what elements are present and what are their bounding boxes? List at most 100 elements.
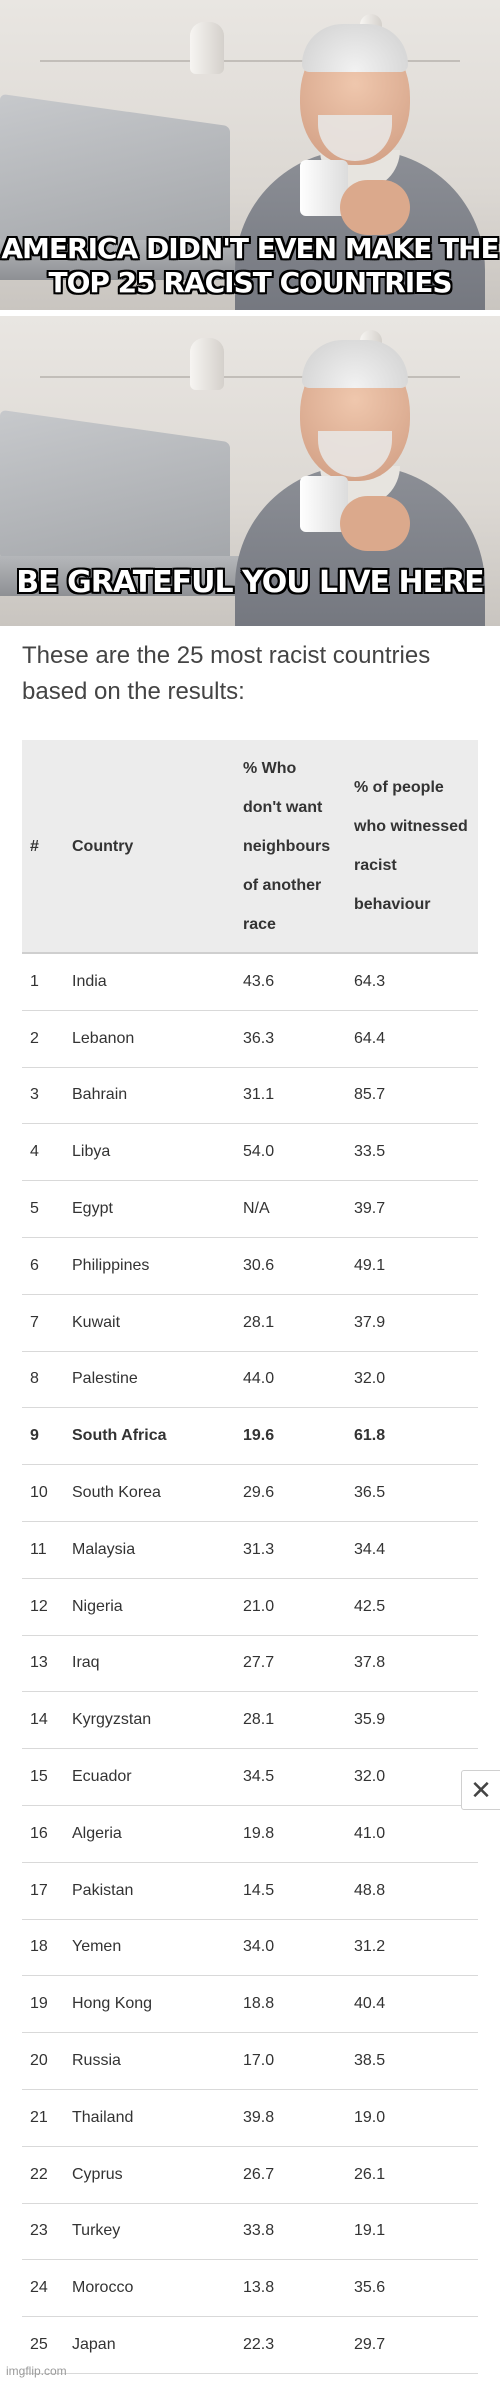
cell-neighbours: 28.1 (235, 1294, 346, 1352)
cell-witnessed: 19.1 (346, 2203, 478, 2261)
table-row: 17 Pakistan 14.5 48.8 (22, 1862, 478, 1920)
cell-country: Kuwait (64, 1294, 235, 1352)
cell-neighbours: 33.8 (235, 2203, 346, 2261)
article-intro: These are the 25 most racist countries b… (22, 642, 431, 705)
cell-rank: 2 (22, 1010, 64, 1068)
cell-rank: 10 (22, 1464, 64, 1522)
cell-witnessed: 64.4 (346, 1010, 478, 1068)
cell-rank: 18 (22, 1919, 64, 1977)
cell-rank: 8 (22, 1351, 64, 1409)
cell-country: Philippines (64, 1237, 235, 1295)
table-row: 7 Kuwait 28.1 37.9 (22, 1294, 478, 1352)
cell-rank: 25 (22, 2316, 64, 2374)
vase-image (190, 338, 224, 390)
cell-rank: 19 (22, 1975, 64, 2034)
table-row: 25 Japan 22.3 29.7 (22, 2316, 478, 2374)
table-row: 9 South Africa 19.6 61.8 (22, 1407, 478, 1466)
cell-rank: 13 (22, 1635, 64, 1693)
cell-witnessed: 85.7 (346, 1067, 478, 1125)
cell-witnessed: 29.7 (346, 2316, 478, 2374)
table-row: 21 Thailand 39.8 19.0 (22, 2089, 478, 2147)
cell-rank: 1 (22, 953, 64, 1011)
cell-neighbours: 18.8 (235, 1975, 346, 2034)
cell-witnessed: 64.3 (346, 953, 478, 1011)
table-row: 2 Lebanon 36.3 64.4 (22, 1010, 478, 1068)
cell-country: Morocco (64, 2259, 235, 2318)
cell-witnessed: 26.1 (346, 2146, 478, 2204)
cell-witnessed: 31.2 (346, 1919, 478, 1977)
cell-country: Kyrgyzstan (64, 1691, 235, 1750)
cell-rank: 7 (22, 1294, 64, 1352)
cell-country: Thailand (64, 2089, 235, 2147)
table-row: 8 Palestine 44.0 32.0 (22, 1351, 478, 1409)
cell-rank: 15 (22, 1748, 64, 1806)
cell-neighbours: N/A (235, 1180, 346, 1238)
cell-country: Algeria (64, 1805, 235, 1863)
table-row: 10 South Korea 29.6 36.5 (22, 1464, 478, 1522)
cell-country: Malaysia (64, 1521, 235, 1579)
cell-rank: 11 (22, 1521, 64, 1579)
cell-rank: 3 (22, 1067, 64, 1125)
cell-country: Japan (64, 2316, 235, 2374)
table-row: 19 Hong Kong 18.8 40.4 (22, 1975, 478, 2034)
cell-country: Ecuador (64, 1748, 235, 1806)
meme-top-caption: AMERICA DIDN'T EVEN MAKE THE TOP 25 RACI… (1, 232, 499, 299)
cell-neighbours: 19.6 (235, 1407, 346, 1466)
cell-neighbours: 22.3 (235, 2316, 346, 2374)
racist-countries-table: # Country % Who don't want neighbours of… (22, 740, 478, 2374)
cell-neighbours: 31.1 (235, 1067, 346, 1125)
table-row: 3 Bahrain 31.1 85.7 (22, 1067, 478, 1125)
cell-rank: 22 (22, 2146, 64, 2204)
vase-image (190, 22, 224, 74)
table-row: 22 Cyprus 26.7 26.1 (22, 2146, 478, 2204)
cell-witnessed: 40.4 (346, 1975, 478, 2034)
cell-neighbours: 19.8 (235, 1805, 346, 1863)
cell-neighbours: 44.0 (235, 1351, 346, 1409)
column-header-rank: # (22, 740, 64, 954)
cell-rank: 12 (22, 1578, 64, 1636)
table-row: 20 Russia 17.0 38.5 (22, 2032, 478, 2090)
cell-neighbours: 26.7 (235, 2146, 346, 2204)
cell-rank: 14 (22, 1691, 64, 1750)
cell-witnessed: 19.0 (346, 2089, 478, 2147)
cell-neighbours: 43.6 (235, 953, 346, 1011)
cell-country: Turkey (64, 2203, 235, 2261)
cell-neighbours: 54.0 (235, 1123, 346, 1182)
cell-rank: 4 (22, 1123, 64, 1182)
cell-rank: 21 (22, 2089, 64, 2147)
cell-witnessed: 35.6 (346, 2259, 478, 2318)
meme-panel-bottom (0, 316, 500, 626)
cell-country: Egypt (64, 1180, 235, 1238)
cell-country: South Korea (64, 1464, 235, 1522)
cell-country: Russia (64, 2032, 235, 2090)
cell-rank: 20 (22, 2032, 64, 2090)
cell-country: Nigeria (64, 1578, 235, 1636)
cell-neighbours: 29.6 (235, 1464, 346, 1522)
table-row: 12 Nigeria 21.0 42.5 (22, 1578, 478, 1636)
table-row: 18 Yemen 34.0 31.2 (22, 1919, 478, 1977)
table-row: 14 Kyrgyzstan 28.1 35.9 (22, 1691, 478, 1750)
cell-witnessed: 41.0 (346, 1805, 478, 1863)
cell-country: Hong Kong (64, 1975, 235, 2034)
table-row: 13 Iraq 27.7 37.8 (22, 1635, 478, 1693)
table-row: 11 Malaysia 31.3 34.4 (22, 1521, 478, 1579)
cell-neighbours: 39.8 (235, 2089, 346, 2147)
cell-country: Cyprus (64, 2146, 235, 2204)
table-body: 1 India 43.6 64.3 2 Lebanon 36.3 64.4 3 Bahrain 31… (22, 953, 478, 2374)
cell-country: Libya (64, 1123, 235, 1182)
cell-witnessed: 42.5 (346, 1578, 478, 1636)
cell-rank: 23 (22, 2203, 64, 2261)
cell-rank: 17 (22, 1862, 64, 1920)
cell-witnessed: 36.5 (346, 1464, 478, 1522)
table-row: 5 Egypt N/A 39.7 (22, 1180, 478, 1238)
cell-witnessed: 33.5 (346, 1123, 478, 1182)
column-header-witnessed: % of people who witnessed racist behavio… (346, 740, 478, 954)
cell-neighbours: 36.3 (235, 1010, 346, 1068)
cell-witnessed: 38.5 (346, 2032, 478, 2090)
cell-country: India (64, 953, 235, 1011)
table-row: 24 Morocco 13.8 35.6 (22, 2259, 478, 2318)
table-row: 16 Algeria 19.8 41.0 (22, 1805, 478, 1863)
meme-panel-top (0, 0, 500, 310)
close-icon[interactable]: ✕ (461, 1770, 500, 1810)
imgflip-watermark: imgflip.com (6, 2364, 67, 2378)
